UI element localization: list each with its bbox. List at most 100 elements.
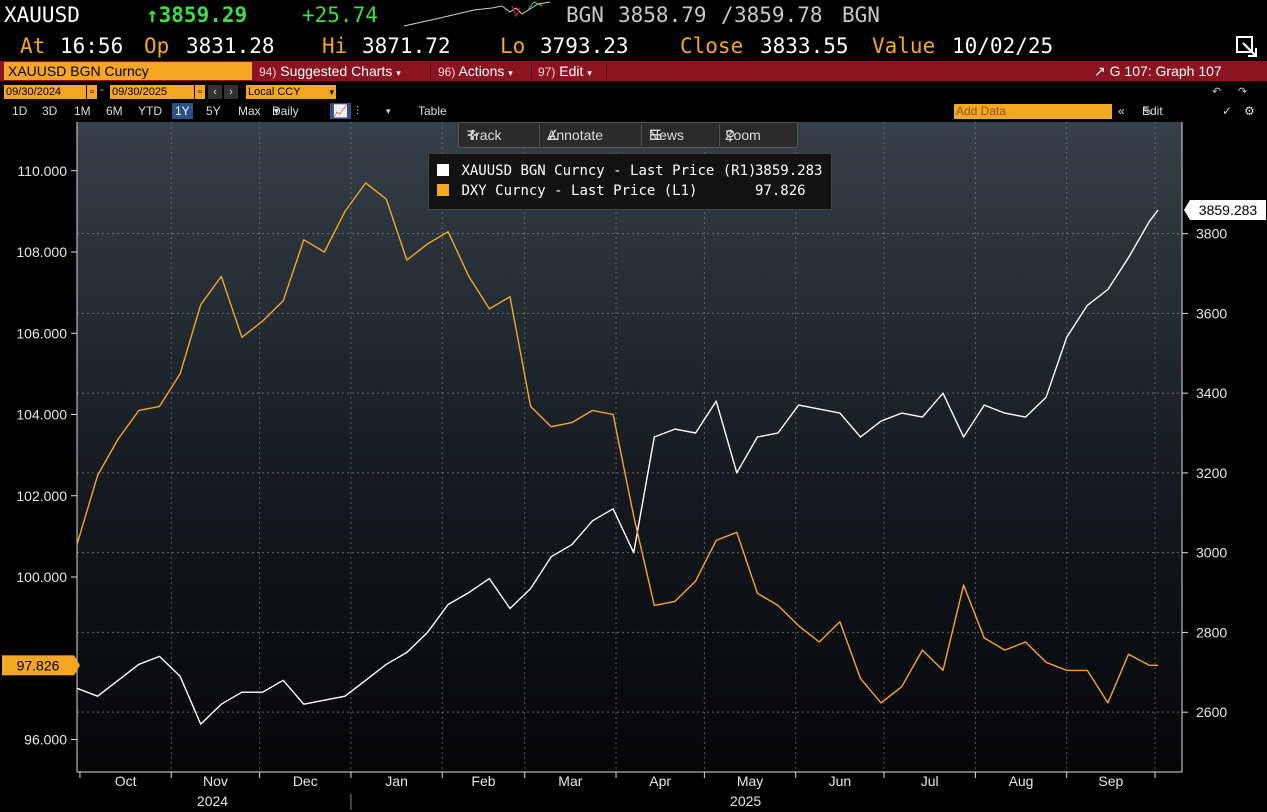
at-time: 16:56	[60, 34, 124, 58]
right-current-value-pointer	[1184, 200, 1190, 221]
undo-icon[interactable]: ↶	[1212, 86, 1222, 98]
legend-entry[interactable]: XAUUSD BGN Curncy - Last Price (R1)	[437, 161, 756, 181]
low-value: 3793.23	[540, 34, 629, 58]
period-3d[interactable]: 3D	[42, 104, 58, 118]
redo-icon[interactable]: ↷	[1238, 86, 1248, 98]
quote-header: XAUUSD ↑3859.29 +25.74 BGN 3858.79 / 385…	[0, 0, 1267, 32]
start-date-input[interactable]: 09/30/2024	[4, 85, 86, 99]
legend-entry[interactable]: DXY Curncy - Last Price (L1)	[437, 181, 697, 201]
security-input[interactable]: XAUUSD BGN Curncy	[4, 62, 252, 80]
period-max[interactable]: Max	[238, 104, 261, 118]
calendar-icon[interactable]: ▫	[87, 85, 97, 99]
ask-price: 3859.78	[734, 3, 823, 27]
next-period-icon[interactable]: ›	[224, 85, 238, 99]
at-label: At	[20, 34, 46, 58]
open-label: Op	[144, 34, 170, 58]
x-axis-month-label: Feb	[471, 773, 495, 789]
period-selector-row: 1D 3D 1M 6M YTD 1Y 5Y Max Daily ▼ 📈 ⫶ ▾ …	[0, 103, 1267, 134]
end-date-input[interactable]: 09/30/2025	[110, 85, 194, 99]
chevron-down-icon: ▾	[329, 87, 334, 97]
currency-select[interactable]: Local CCY ▾	[246, 85, 336, 99]
line-chart-icon[interactable]: 📈	[330, 103, 351, 119]
suggested-charts-number: 94)	[259, 65, 277, 79]
period-1m[interactable]: 1M	[74, 104, 91, 118]
left-axis-label: 102.000	[16, 488, 67, 504]
x-axis-month-label: Oct	[115, 773, 137, 789]
chart-type-dropdown-icon[interactable]: ▾	[386, 106, 391, 116]
bid-ask-slash: /	[721, 3, 734, 27]
right-axis-label: 3000	[1196, 545, 1227, 561]
bid-ask-suffix: BGN	[842, 3, 880, 27]
period-5y[interactable]: 5Y	[206, 104, 221, 118]
x-axis-month-label: Aug	[1009, 773, 1034, 789]
sparkline	[403, 1, 551, 27]
close-label: Close	[680, 34, 744, 58]
graph-label: G 107: Graph 107	[1109, 63, 1222, 79]
period-ytd[interactable]: YTD	[138, 104, 162, 118]
date-separator: -	[100, 84, 104, 96]
left-current-value-pointer	[74, 655, 80, 676]
search-icon: ⚲	[725, 127, 736, 143]
check-icon[interactable]: ✓	[1222, 104, 1233, 118]
high-value: 3871.72	[362, 34, 451, 58]
chevron-down-icon: ▾	[587, 68, 592, 78]
bar-chart-icon[interactable]: ⫶	[356, 104, 360, 118]
left-axis-label: 104.000	[16, 407, 67, 423]
edit-number: 97)	[538, 65, 556, 79]
close-value: 3833.55	[760, 34, 849, 58]
last-price: ↑3859.29	[146, 3, 248, 27]
legend-label: DXY Curncy - Last Price (L1)	[461, 183, 698, 199]
function-toolbar: XAUUSD BGN Curncy 94) Suggested Charts ▾…	[0, 61, 1267, 81]
annotate-label: Annotate	[547, 127, 604, 143]
gear-icon[interactable]: ⚙	[1244, 104, 1255, 118]
right-axis-label: 3400	[1196, 385, 1227, 401]
price-chart[interactable]: 3800 3600 3400 3200 3000 2800 2600 110.000 108.0…	[0, 120, 1267, 812]
prev-period-icon[interactable]: ‹	[208, 85, 222, 99]
crosshair-icon: ✛	[467, 127, 479, 143]
table-button[interactable]: Table	[418, 104, 447, 118]
tools-divider	[719, 124, 720, 146]
ticker-symbol: XAUUSD	[4, 3, 80, 27]
currency-label: Local CCY	[248, 86, 301, 98]
right-axis-label: 3600	[1196, 305, 1227, 321]
add-data-input[interactable]: Add Data	[954, 104, 1112, 119]
x-axis-month-label: Dec	[293, 773, 318, 789]
price-change: +25.74	[302, 3, 378, 27]
track-label: Track	[467, 127, 502, 143]
series-group	[76, 182, 1159, 725]
expand-window-icon[interactable]	[1234, 34, 1258, 58]
toolbar-divider	[430, 63, 431, 79]
suggested-charts-menu[interactable]: 94) Suggested Charts ▾	[259, 61, 401, 83]
collapse-icon[interactable]: «	[1118, 104, 1125, 118]
grid-lines	[77, 122, 1182, 772]
right-axis-label: 3800	[1196, 226, 1227, 242]
open-value: 3831.28	[186, 34, 275, 58]
value-label: Value	[872, 34, 936, 58]
left-axis-label: 110.000	[17, 163, 67, 179]
x-axis-month-label: May	[737, 773, 763, 789]
edit-menu[interactable]: 97) Edit ▾	[538, 61, 592, 83]
chevron-down-icon: ▾	[508, 68, 513, 78]
chevron-down-icon: ▾	[396, 68, 401, 78]
left-axis-label: 106.000	[16, 325, 67, 341]
news-icon: ☰	[649, 127, 662, 143]
xauusd-series-line	[76, 209, 1159, 725]
graph-link[interactable]: ↗ G 107: Graph 107	[1094, 61, 1222, 81]
legend-swatch	[437, 164, 449, 176]
quote-details: At 16:56 Op 3831.28 Hi 3871.72 Lo 3793.2…	[0, 32, 1267, 60]
chevron-down-icon: ▼	[272, 106, 281, 116]
annotate-icon: ∠	[547, 127, 560, 143]
chart-legend: XAUUSD BGN Curncy - Last Price (R1) 3859…	[428, 153, 832, 210]
bid-ask-prefix: BGN	[566, 3, 604, 27]
news-label: News	[649, 127, 685, 143]
tools-divider	[641, 124, 642, 146]
suggested-charts-label: Suggested Charts	[280, 63, 393, 79]
right-current-value-tag	[1190, 200, 1266, 221]
actions-menu[interactable]: 96) Actions ▾	[438, 61, 513, 83]
legend-value: 97.826	[755, 183, 806, 199]
calendar-icon[interactable]: ▫	[195, 85, 205, 99]
period-6m[interactable]: 6M	[106, 104, 123, 118]
period-1y[interactable]: 1Y	[172, 103, 193, 119]
toolbar-divider	[606, 63, 607, 79]
period-1d[interactable]: 1D	[12, 104, 28, 118]
